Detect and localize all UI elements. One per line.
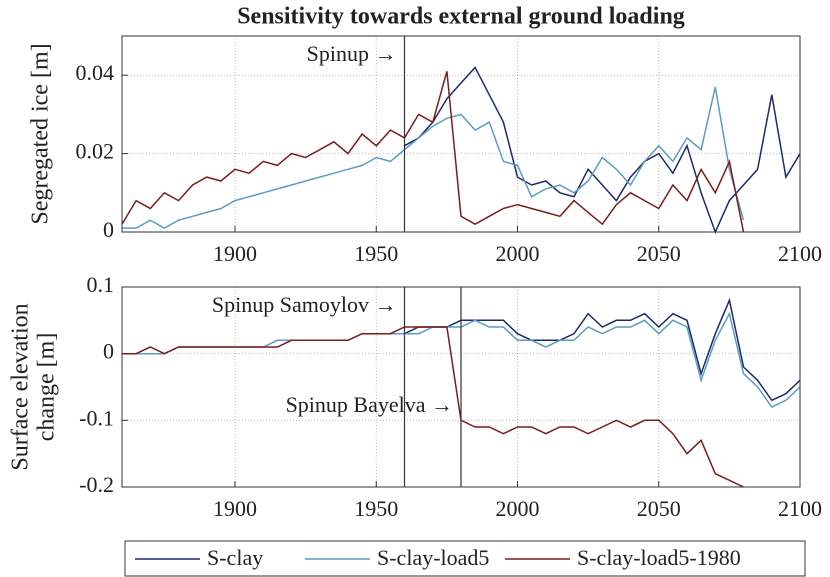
y-axis-label: change [m] [34,333,60,442]
annotation: Spinup Bayelva → [286,392,453,417]
axes-frame [121,286,801,488]
chart-title: Sensitivity towards external ground load… [237,4,685,30]
x-tick-label: 1900 [213,496,257,521]
y-tick-label: 0 [103,217,114,242]
y-tick-label: 0.04 [76,60,115,85]
legend-label: S-clay-load5 [377,545,489,570]
y-tick-label: -0.2 [79,472,114,497]
x-tick-label: 2100 [778,241,822,266]
legend-label: S-clay [207,545,263,570]
legend [124,540,806,577]
x-tick-label: 2100 [778,496,822,521]
annotation: Spinup → [307,41,397,66]
y-tick-label: 0.02 [76,139,115,164]
x-tick-label: 1950 [354,241,398,266]
x-tick-label: 2050 [637,241,681,266]
x-tick-label: 1900 [213,241,257,266]
data-line [122,86,745,229]
data-line [122,326,744,488]
y-axis-label: Segregated ice [m] [28,43,54,224]
data-line [121,71,745,233]
x-tick-label: 1950 [354,496,398,521]
x-tick-label: 2000 [496,496,540,521]
y-tick-label: 0 [103,339,114,364]
x-tick-label: 2000 [496,241,540,266]
y-tick-label: -0.1 [79,405,114,430]
x-tick-label: 2050 [637,496,681,521]
annotation: Spinup Samoylov → [212,292,397,317]
data-line [404,66,801,234]
plot-area [122,36,800,232]
y-axis-label: Surface elevation [8,303,34,470]
data-line [404,297,801,402]
y-tick-label: 0.1 [87,272,115,297]
axes-frame [121,35,801,233]
legend-label: S-clay-load5-1980 [577,545,741,570]
